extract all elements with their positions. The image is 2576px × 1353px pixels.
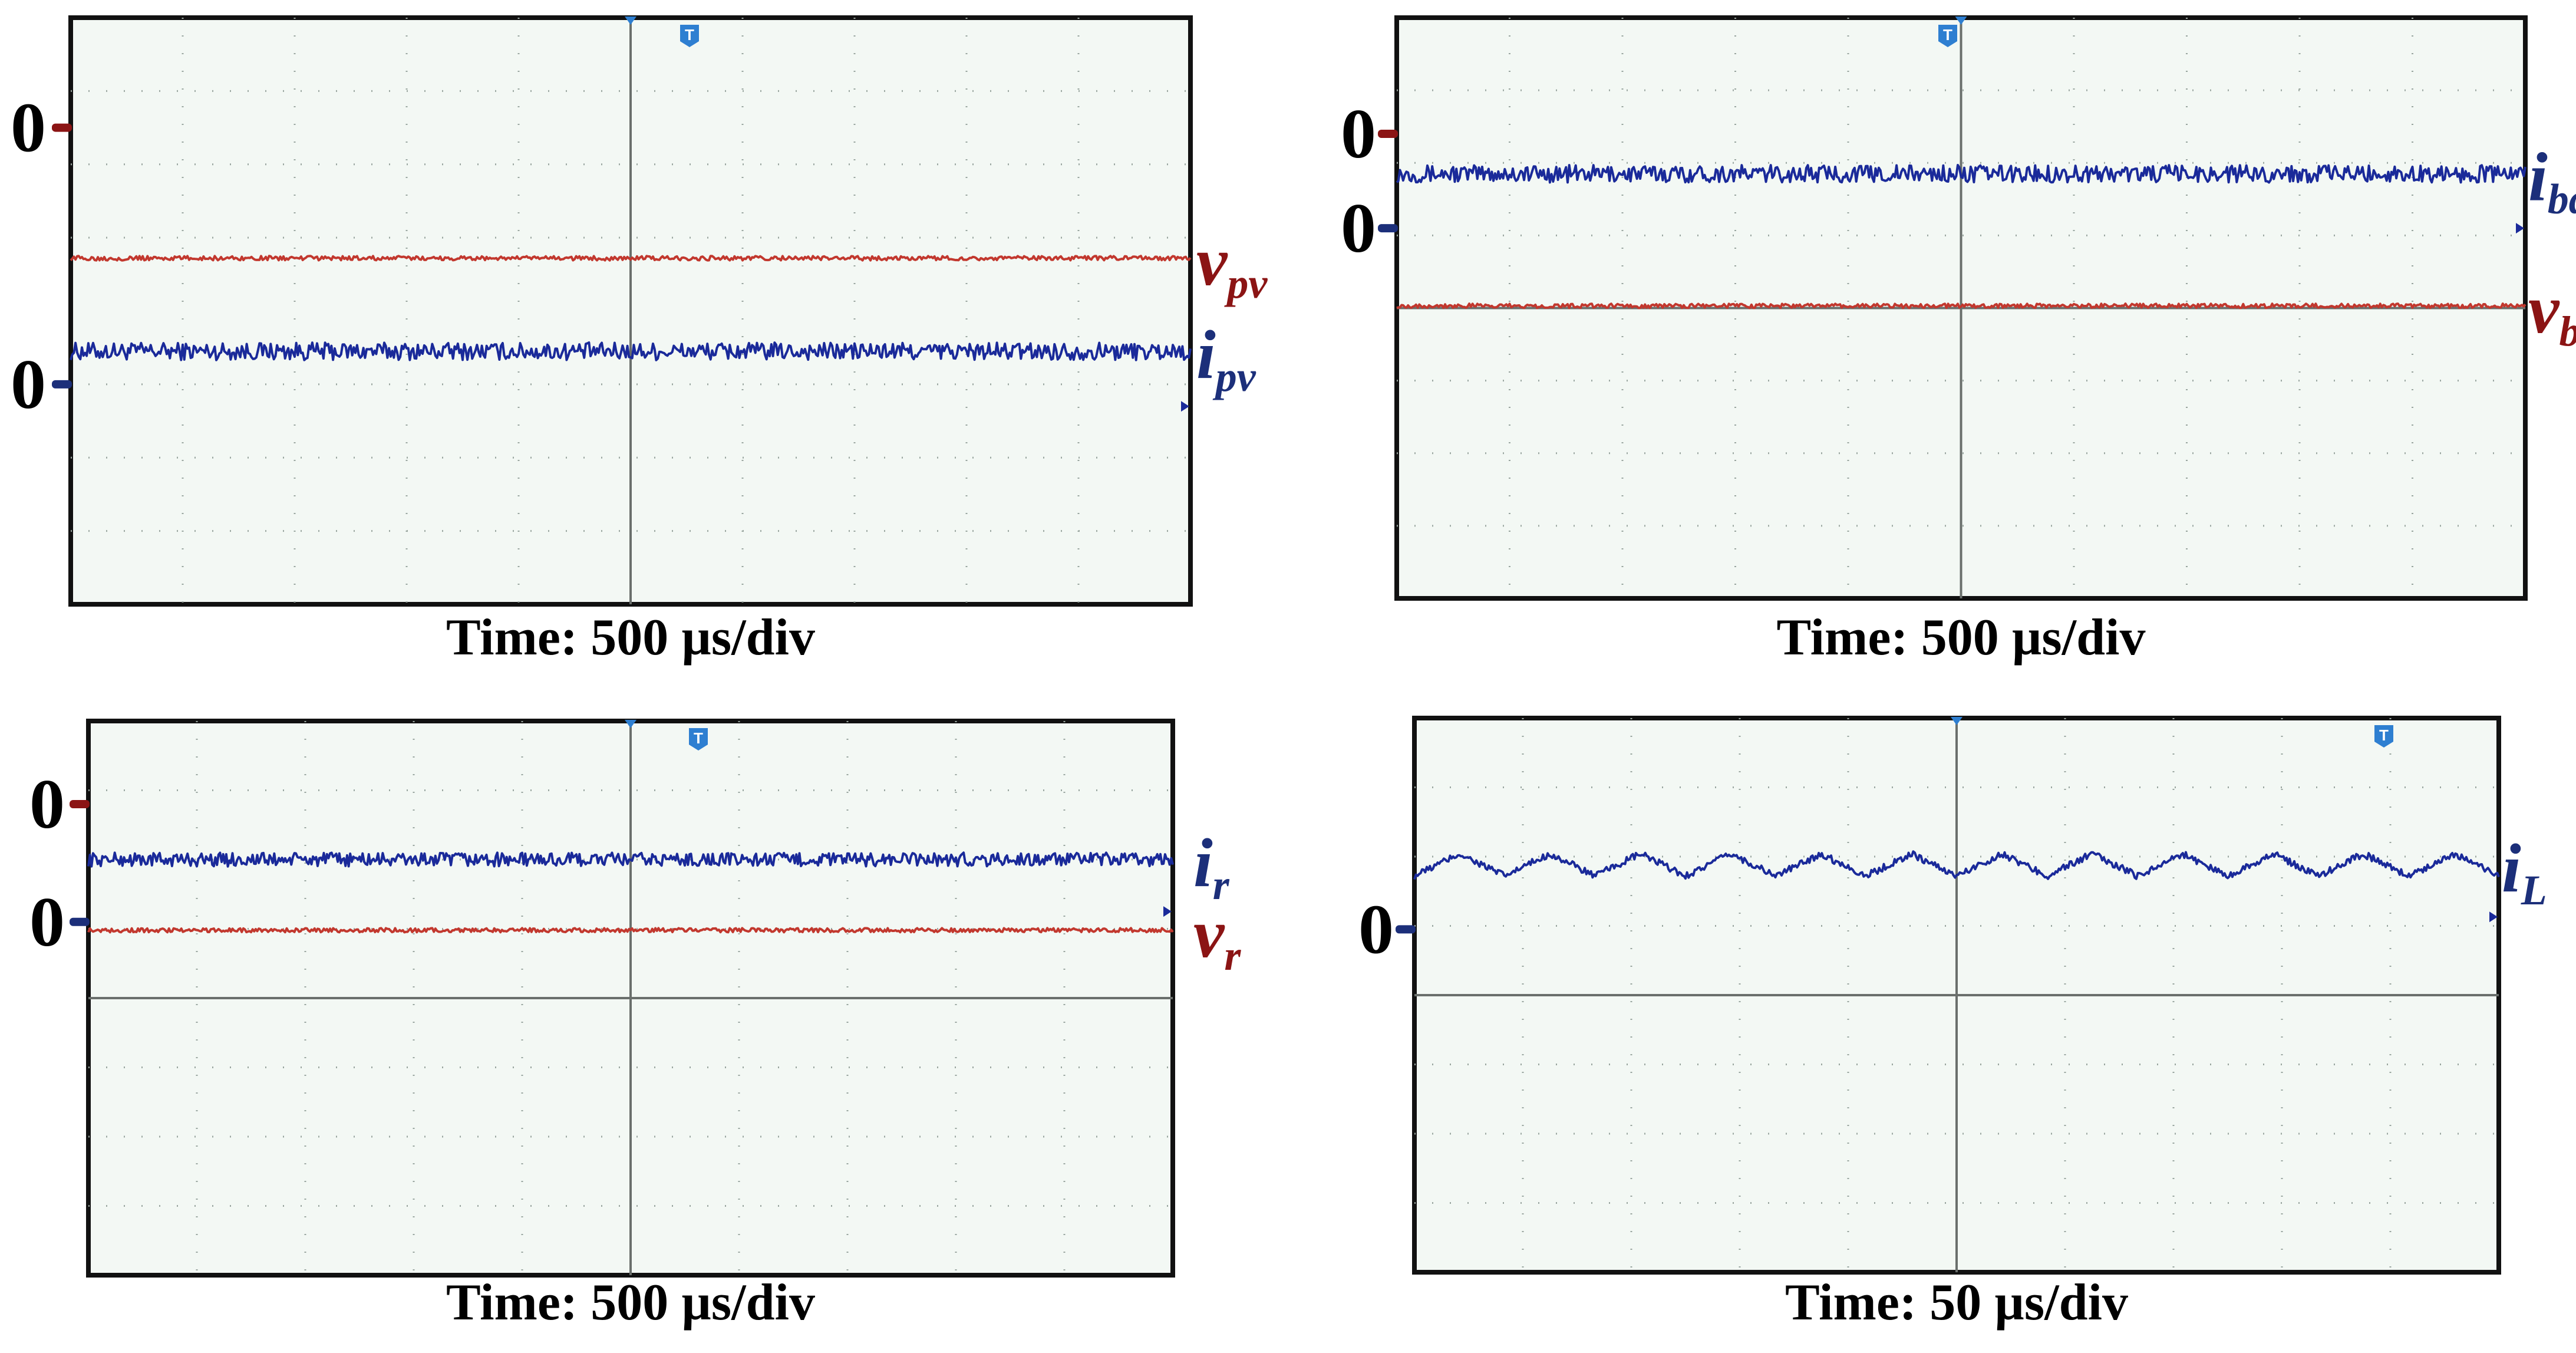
time-scale-caption: Time: 500 µs/div	[1776, 609, 2145, 666]
scope-chart: T 0 ibd 0 vb Time: 500 µs/div	[1341, 15, 2576, 666]
trace-v-pv	[70, 255, 1192, 262]
scope-chart: T 0 ipv 0 vpv Time: 500 µs/div	[11, 15, 1268, 666]
zero-label: 0	[29, 765, 65, 843]
svg-text:T: T	[1943, 26, 1952, 44]
trigger-level-arrow	[2489, 911, 2498, 923]
trigger-level-arrow	[2516, 223, 2524, 234]
trace-i-bd	[1396, 164, 2526, 184]
time-scale-caption: Time: 500 µs/div	[446, 1274, 815, 1331]
zero-label: 0	[11, 88, 46, 167]
channel-label: vpv	[1196, 223, 1268, 307]
trigger-position-marker	[1951, 717, 1962, 725]
scope-panel-top-left: T 0 ipv 0 vpv Time: 500 µs/div	[0, 0, 1288, 677]
scope-panel-bottom-left: T 0 ir 0 vr Time: 500 µs/div	[0, 677, 1288, 1353]
channel-label: vr	[1193, 895, 1241, 979]
trigger-T-icon: T	[2374, 725, 2393, 748]
trigger-level-arrow	[1163, 906, 1172, 917]
ground-marker	[70, 800, 90, 808]
trigger-position-marker	[625, 720, 636, 728]
trigger-position-marker	[1955, 17, 1967, 25]
trigger-position-marker	[625, 17, 636, 25]
trigger-T-icon: T	[689, 728, 708, 750]
channel-label: vb	[2528, 271, 2576, 355]
channel-label: iL	[2502, 829, 2547, 914]
trace-i-L	[1413, 850, 2500, 880]
trigger-level-arrow	[1181, 401, 1189, 412]
time-scale-caption: Time: 50 µs/div	[1785, 1274, 2128, 1331]
ground-marker	[70, 917, 90, 926]
ground-marker	[1378, 224, 1398, 233]
trigger-T-icon: T	[680, 25, 699, 47]
scope-panel-bottom-right: T 0 iL Time: 50 µs/div	[1288, 677, 2576, 1353]
trace-v-r	[87, 927, 1174, 934]
ground-marker	[1378, 130, 1398, 138]
svg-text:T: T	[685, 26, 694, 44]
zero-label: 0	[11, 345, 46, 423]
zero-label: 0	[1341, 94, 1376, 173]
zero-label: 0	[29, 883, 65, 961]
ground-marker	[1396, 925, 1416, 934]
zero-label: 0	[1341, 189, 1376, 267]
channel-label: ipv	[1196, 316, 1256, 400]
trace-i-pv	[70, 341, 1192, 361]
ground-marker	[52, 123, 72, 132]
channel-label: ir	[1193, 824, 1230, 908]
trace-i-r	[87, 851, 1174, 868]
trace-v-b	[1396, 302, 2526, 310]
svg-text:T: T	[2379, 726, 2389, 744]
scope-chart: T 0 iL Time: 50 µs/div	[1358, 716, 2547, 1331]
ground-marker	[52, 380, 72, 389]
scope-panel-top-right: T 0 ibd 0 vb Time: 500 µs/div	[1288, 0, 2576, 677]
scope-chart: T 0 ir 0 vr Time: 500 µs/div	[29, 719, 1241, 1331]
channel-label: ibd	[2528, 139, 2576, 223]
trigger-T-icon: T	[1938, 25, 1957, 47]
time-scale-caption: Time: 500 µs/div	[446, 609, 815, 666]
zero-label: 0	[1358, 890, 1394, 968]
svg-text:T: T	[694, 729, 703, 747]
